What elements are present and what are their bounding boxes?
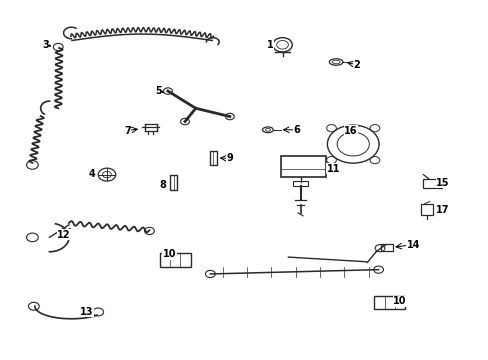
Text: 4: 4 xyxy=(89,168,96,179)
Text: 2: 2 xyxy=(352,59,359,69)
Text: 12: 12 xyxy=(57,230,71,240)
Text: 10: 10 xyxy=(163,249,176,259)
Bar xyxy=(293,181,307,186)
Text: 11: 11 xyxy=(326,163,339,174)
Text: 14: 14 xyxy=(406,239,420,249)
Text: 3: 3 xyxy=(42,40,49,50)
Text: 6: 6 xyxy=(293,125,300,135)
Text: 16: 16 xyxy=(344,126,357,135)
Text: 8: 8 xyxy=(159,180,166,190)
Bar xyxy=(160,253,190,267)
Bar xyxy=(281,156,325,177)
Text: 10: 10 xyxy=(392,296,406,306)
Text: 7: 7 xyxy=(124,126,131,135)
Bar xyxy=(420,204,432,215)
Bar xyxy=(170,175,177,190)
Bar xyxy=(423,179,441,188)
Bar xyxy=(380,244,392,251)
Text: 13: 13 xyxy=(80,307,93,316)
Bar xyxy=(374,296,405,310)
Text: 15: 15 xyxy=(435,177,449,188)
Bar xyxy=(210,151,216,165)
Text: 1: 1 xyxy=(266,40,273,50)
Text: 5: 5 xyxy=(155,86,161,96)
Text: 17: 17 xyxy=(435,206,448,216)
Text: 9: 9 xyxy=(226,153,233,163)
